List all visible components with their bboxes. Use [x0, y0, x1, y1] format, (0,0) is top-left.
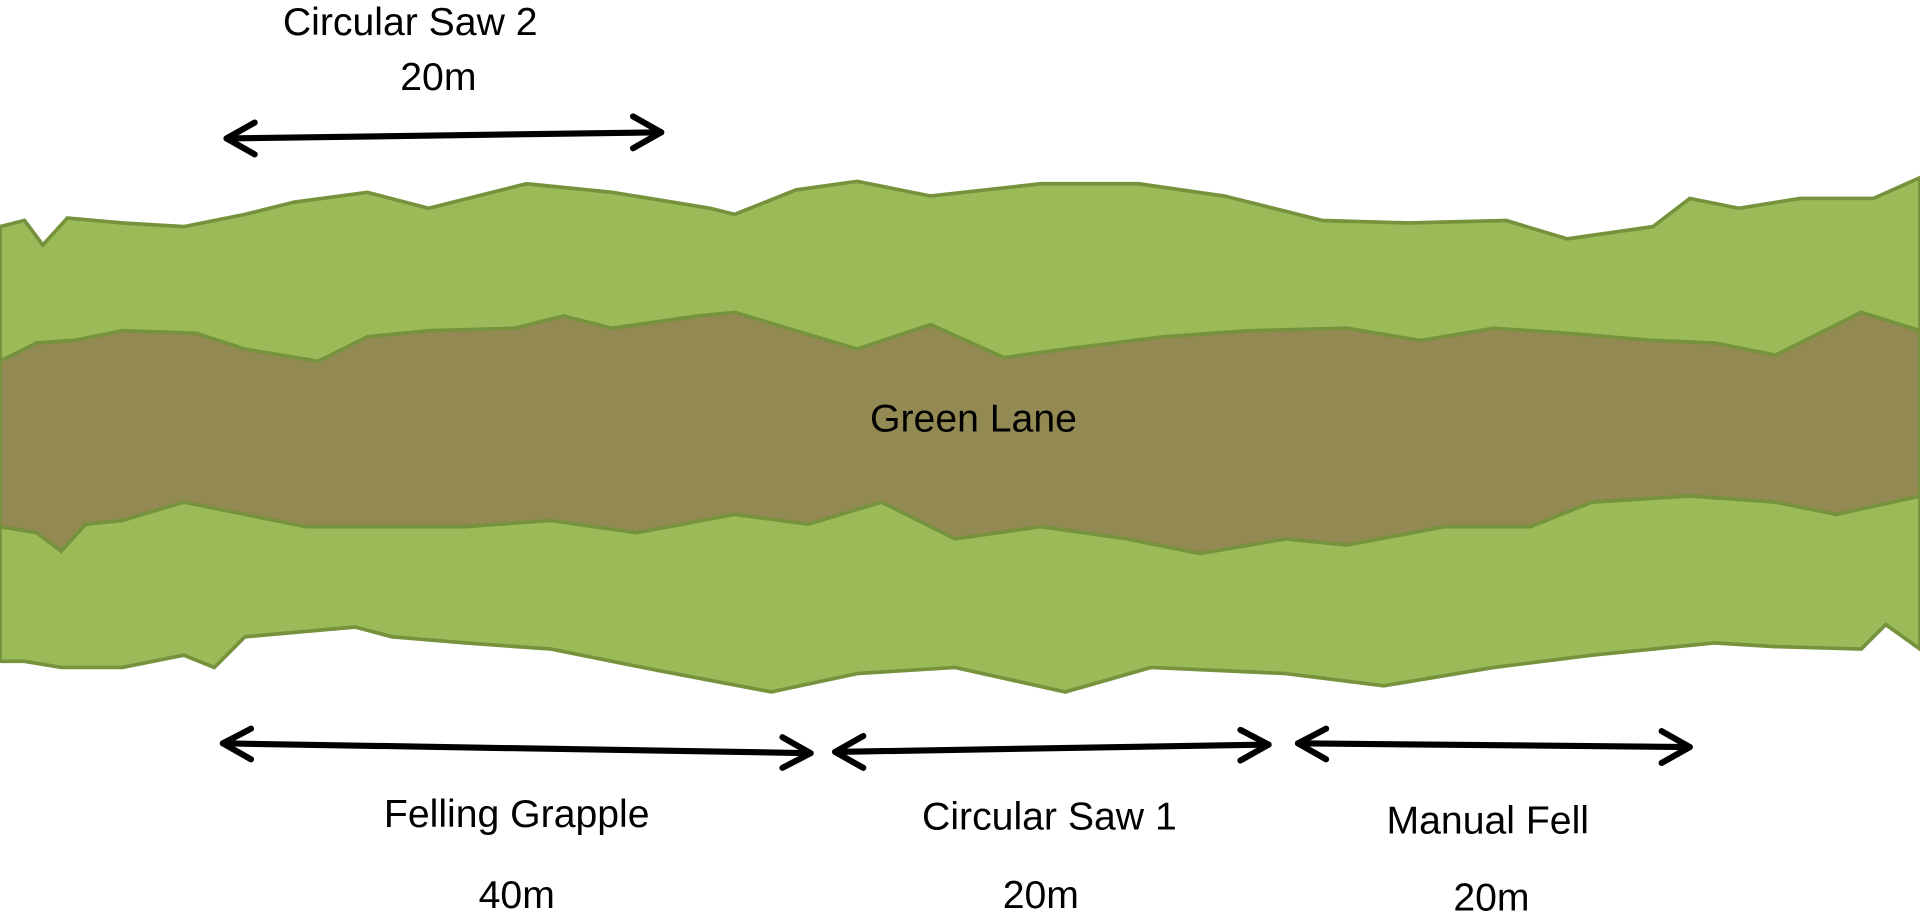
lane-label: Green Lane — [870, 398, 1077, 441]
segment-name: Felling Grapple — [384, 793, 650, 836]
lane-track — [0, 310, 1920, 556]
arrow — [1294, 725, 1693, 767]
segment-length: 20m — [1453, 876, 1529, 919]
segment-length: 20m — [400, 56, 476, 99]
segment-length: 20m — [1003, 874, 1079, 917]
arrow — [832, 726, 1272, 771]
segment-length: 40m — [479, 874, 555, 917]
segment-name: Circular Saw 2 — [283, 1, 538, 44]
segment-name: Circular Saw 1 — [922, 796, 1177, 839]
arrow — [223, 113, 665, 158]
segment-name: Manual Fell — [1387, 799, 1589, 842]
arrow — [219, 725, 814, 771]
